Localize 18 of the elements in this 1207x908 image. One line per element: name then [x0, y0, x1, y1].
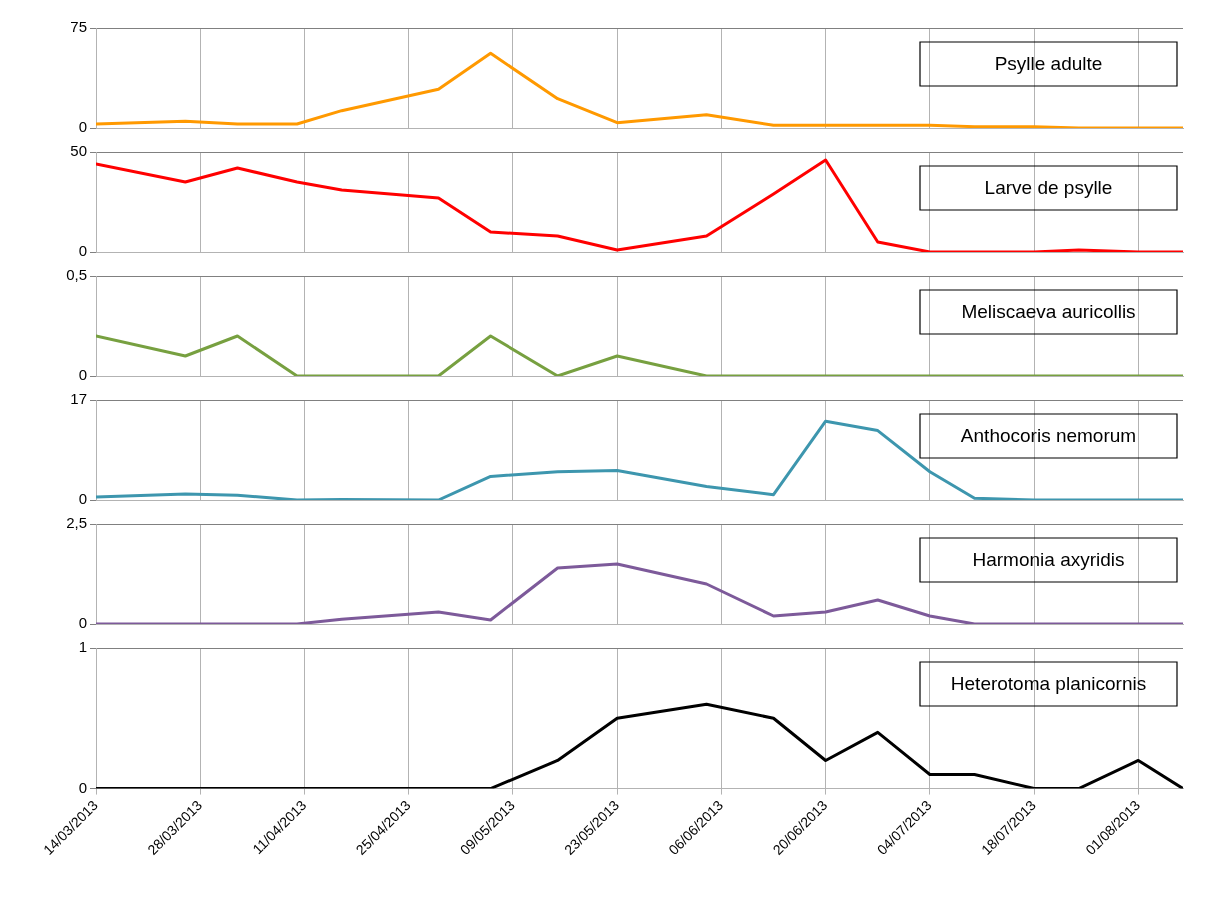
y-tick-label: 0 — [78, 614, 87, 632]
series-label: Anthocoris nemorum — [960, 425, 1137, 447]
y-tick-label: 1 — [78, 638, 87, 656]
y-tick-label: 0 — [78, 118, 87, 136]
y-tick-label: 17 — [70, 390, 87, 408]
text: Harmonia axyridis — [972, 549, 1125, 571]
y-tick-label: 0,5 — [66, 266, 87, 284]
y-tick-label: 0 — [78, 778, 87, 796]
y-tick-label: 2,5 — [66, 514, 87, 532]
text: Heterotoma planicornis — [950, 673, 1147, 695]
y-tick-label: 75 — [70, 18, 87, 36]
y-tick-label: 0 — [78, 242, 87, 260]
text: Larve de psylle — [984, 177, 1113, 199]
y-tick-label: 0 — [78, 366, 87, 384]
y-tick-label: 50 — [70, 142, 87, 160]
text: Meliscaeva auricollis — [961, 301, 1136, 323]
text: Psylle adulte — [994, 53, 1103, 75]
y-tick-label: 0 — [78, 490, 87, 508]
